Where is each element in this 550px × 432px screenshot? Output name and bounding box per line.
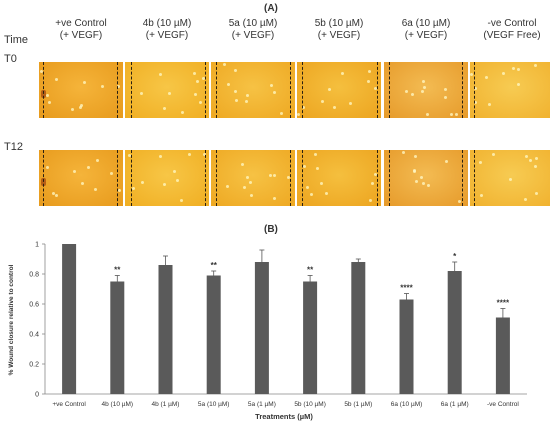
x-tick-label: +ve Control (52, 401, 86, 408)
time-row-label: T0 (4, 53, 17, 65)
wound-edge-line (131, 150, 132, 206)
wound-edge-line (302, 62, 303, 118)
x-tick-label: 5a (1 µM) (248, 401, 276, 408)
wound-image (470, 150, 550, 206)
significance-marker: * (453, 252, 457, 261)
y-tick-label: 1 (35, 242, 39, 249)
significance-marker: ** (114, 266, 121, 275)
column-header-line2: (+ VEGF) (59, 30, 103, 41)
error-bars (114, 249, 506, 318)
bar (351, 262, 366, 394)
bar (62, 244, 77, 394)
wound-edge-line (302, 150, 303, 206)
column-header: 4b (10 µM) (+ VEGF) (127, 18, 207, 42)
bar (254, 262, 269, 394)
wound-edge-line (43, 150, 44, 206)
x-tick-label: 5b (1 µM) (344, 401, 372, 408)
wound-edge-line (117, 150, 118, 206)
column-header-line1: -ve Control (487, 18, 537, 29)
wound-edge-line (474, 62, 475, 118)
wound-image (125, 62, 209, 118)
bar (206, 275, 221, 394)
wound-image (125, 150, 209, 206)
y-tick-label: 0.6 (29, 302, 39, 309)
column-header-line1: 6a (10 µM) (401, 18, 451, 29)
wound-edge-line (216, 150, 217, 206)
y-tick-label: 0.8 (29, 272, 39, 279)
column-header-line2: (+ VEGF) (231, 30, 275, 41)
column-header-line2: (+ VEGF) (145, 30, 189, 41)
panel-b-label: (B) (264, 224, 278, 235)
significance-marker: **** (497, 299, 510, 308)
time-header: Time (4, 34, 29, 46)
wound-image (297, 150, 381, 206)
wound-image (384, 150, 468, 206)
wound-image (211, 62, 295, 118)
column-header-line1: 5a (10 µM) (228, 18, 278, 29)
y-tick-label: 0.2 (29, 362, 39, 369)
bar (447, 271, 462, 394)
wound-image (39, 150, 123, 206)
wound-image (297, 62, 381, 118)
panel-a-label: (A) (264, 3, 278, 14)
wound-image (39, 62, 123, 118)
significance-marker: ** (307, 266, 314, 275)
x-axis-label: Treatments (µM) (255, 412, 313, 421)
significance-marker: ** (211, 261, 218, 270)
y-axis-label: % Wound closure relative to control (8, 264, 15, 375)
column-header-line2: (+ VEGF) (317, 30, 361, 41)
wound-edge-line (462, 150, 463, 206)
wound-edge-line (377, 62, 378, 118)
wound-edge-line (216, 62, 217, 118)
wound-edge-line (389, 150, 390, 206)
time-row-label: T12 (4, 141, 23, 153)
bar (110, 281, 125, 394)
significance-marker: **** (400, 284, 413, 293)
wound-edge-line (43, 62, 44, 118)
column-header: 5a (10 µM) (+ VEGF) (213, 18, 293, 42)
wound-closure-bar-chart: 00.20.40.60.81 ** ** *********** +ve Contr… (8, 242, 527, 421)
x-tick-label: 6a (10 µM) (391, 401, 423, 408)
column-header: +ve Control (+ VEGF) (41, 18, 121, 42)
wound-edge-line (290, 62, 291, 118)
y-tick-label: 0 (35, 392, 39, 399)
wound-edge-line (474, 150, 475, 206)
y-tick-label: 0.4 (29, 332, 39, 339)
column-header: 5b (10 µM) (+ VEGF) (299, 18, 379, 42)
bar (495, 317, 510, 394)
wound-edge-line (377, 150, 378, 206)
wound-edge-line (205, 150, 206, 206)
y-axis: 0 0.2 0.4 0.6 0.8 1 (29, 242, 527, 399)
column-header-line1: 4b (10 µM) (142, 18, 192, 29)
wound-edge-line (389, 62, 390, 118)
x-tick-label: 6a (1 µM) (441, 401, 469, 408)
bar (158, 265, 173, 394)
bar (303, 281, 318, 394)
column-header-line1: +ve Control (55, 18, 107, 29)
x-tick-labels: +ve Control 4b (10 µM) 4b (1 µM) 5a (10 µM)… (52, 401, 519, 408)
x-tick-label: 5a (10 µM) (198, 401, 230, 408)
wound-image (470, 62, 550, 118)
column-header-line1: 5b (10 µM) (314, 18, 364, 29)
x-tick-label: 5b (10 µM) (294, 401, 326, 408)
wound-edge-line (131, 62, 132, 118)
wound-edge-line (205, 62, 206, 118)
column-header: 6a (10 µM) (+ VEGF) (386, 18, 466, 42)
x-tick-label: 4b (10 µM) (102, 401, 134, 408)
bars (62, 244, 510, 394)
wound-edge-line (462, 62, 463, 118)
significance-markers: ** ** *********** (114, 252, 510, 308)
x-tick-label: -ve Control (487, 401, 519, 408)
column-header: -ve Control (VEGF Free) (472, 18, 550, 42)
column-header-line2: (+ VEGF) (404, 30, 448, 41)
bar (399, 299, 414, 394)
column-header-line2: (VEGF Free) (483, 30, 541, 41)
x-tick-label: 4b (1 µM) (152, 401, 180, 408)
wound-image (384, 62, 468, 118)
wound-edge-line (290, 150, 291, 206)
wound-image (211, 150, 295, 206)
wound-edge-line (117, 62, 118, 118)
